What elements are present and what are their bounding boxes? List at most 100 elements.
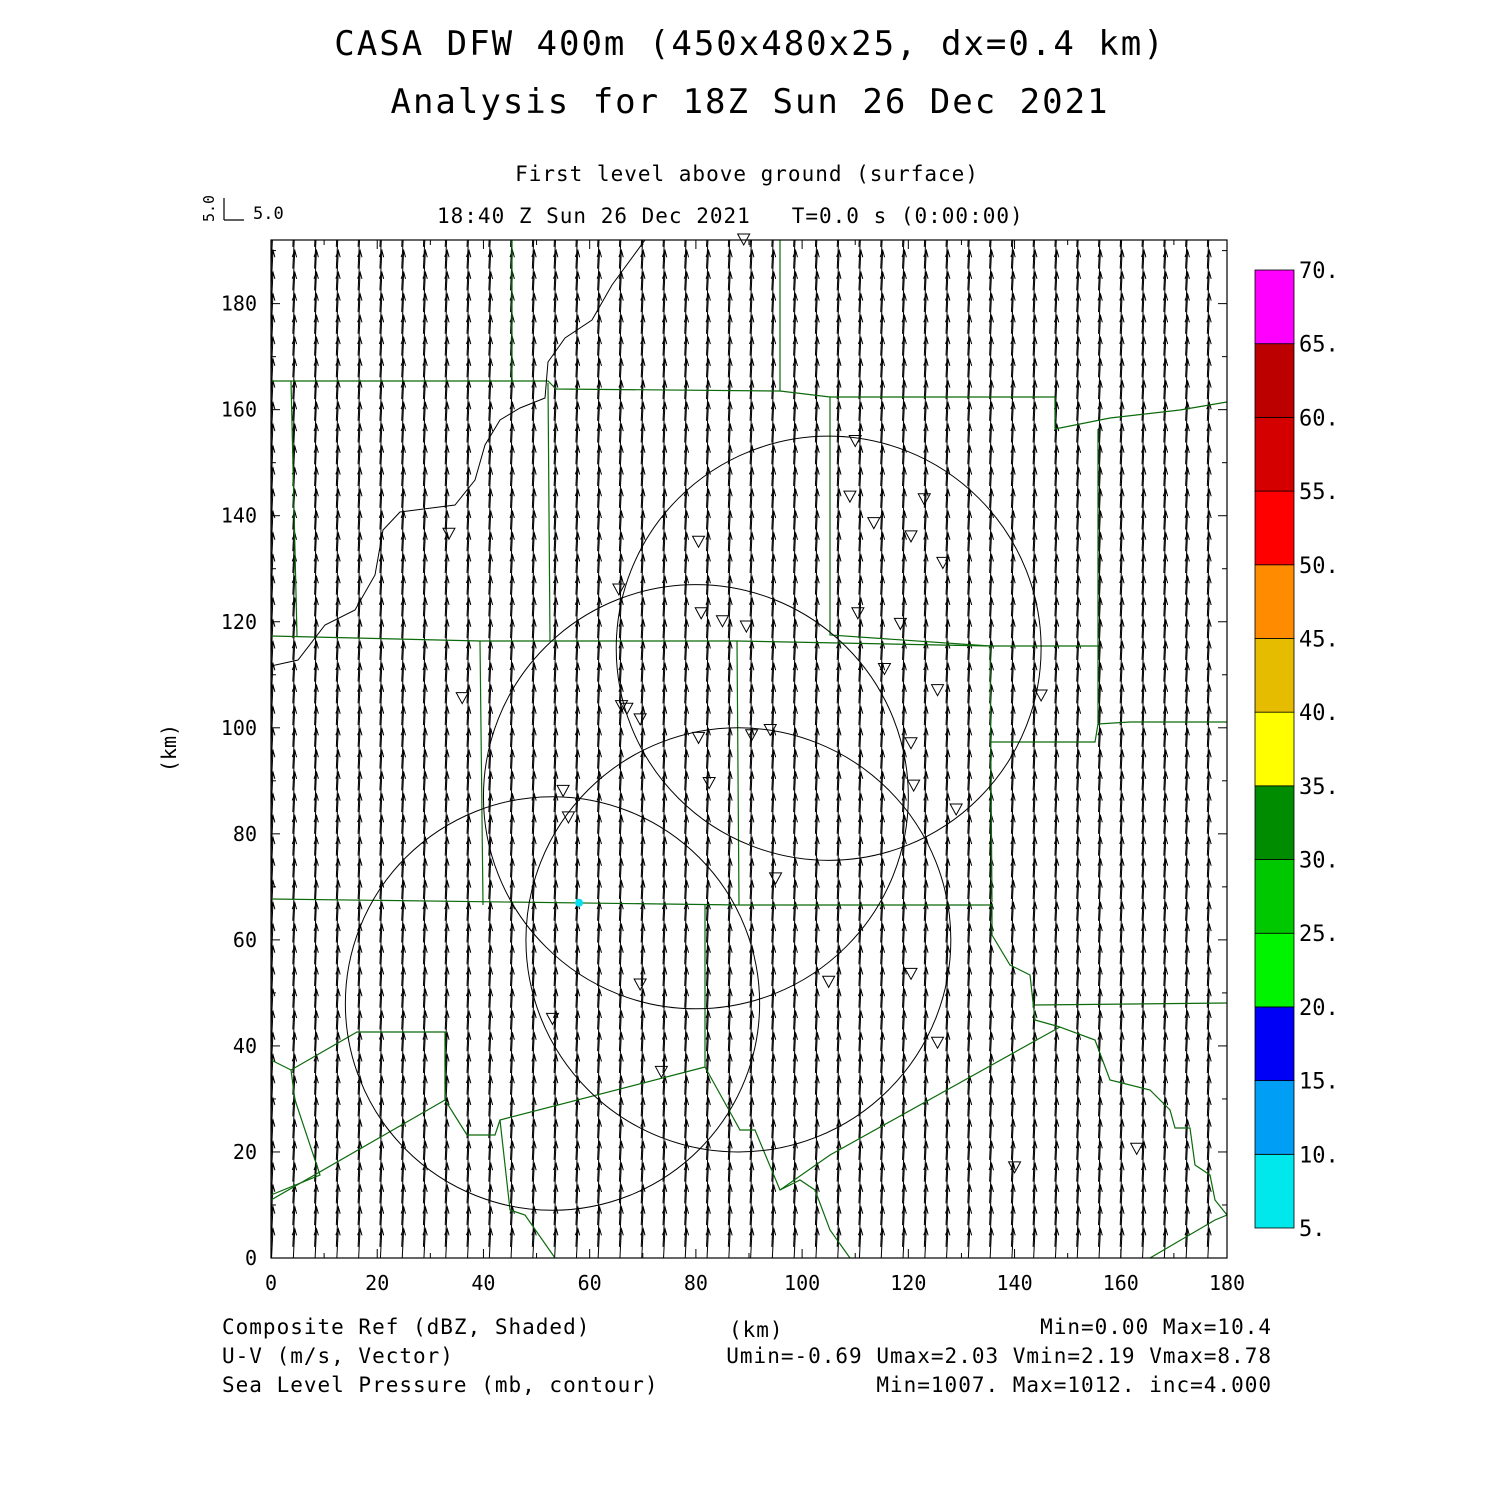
county-line (1054, 397, 1227, 430)
y-tick-label: 60 (233, 928, 257, 952)
y-tick-label: 120 (221, 610, 257, 634)
colorbar-label: 65. (1299, 333, 1339, 358)
colorbar-segment (1254, 638, 1295, 713)
radar-ring (344, 796, 761, 1211)
colorbar-segment (1254, 1006, 1295, 1082)
station-marker (821, 975, 836, 989)
radar-ring (525, 727, 952, 1153)
county-line (704, 1026, 1061, 1191)
county-line (499, 1119, 556, 1258)
footer-contour-range: Min=1007. Max=1012. inc=4.000 (876, 1373, 1272, 1397)
x-tick-label: 80 (684, 1271, 708, 1295)
station-marker (612, 583, 626, 596)
county-line (989, 645, 993, 903)
colorbar-segment (1254, 711, 1295, 787)
station-marker (556, 784, 570, 798)
footer-shading-range: Min=0.00 Max=10.4 (1040, 1315, 1272, 1339)
station-marker (694, 607, 709, 620)
colorbar: 5. 10. 15. 20. 25. 30. 35. 40. 45. 50. 55. 60. 65. 70… (1254, 259, 1339, 1242)
station-marker (893, 617, 908, 631)
station-marker (917, 493, 932, 506)
colorbar-segment (1254, 1153, 1295, 1229)
chart-subtitle: Analysis for 18Z Sun 26 Dec 2021 (390, 82, 1110, 122)
station-marker (702, 776, 717, 790)
y-tick-label: 80 (233, 822, 257, 846)
county-line (479, 640, 484, 906)
station-marker (561, 811, 576, 824)
pressure-contour (271, 240, 646, 667)
county-line (271, 380, 1055, 398)
county-line (271, 898, 992, 906)
colorbar-label: 60. (1299, 406, 1339, 431)
colorbar-label: 45. (1299, 627, 1339, 652)
x-tick-label: 180 (1209, 1271, 1245, 1295)
station-marker (843, 490, 857, 504)
y-tick-label: 140 (221, 504, 257, 528)
colorbar-label: 15. (1299, 1070, 1339, 1095)
colorbar-segment (1254, 932, 1295, 1008)
county-line (1034, 1002, 1227, 1006)
radar-ring (615, 435, 1042, 861)
county-line (990, 723, 1099, 743)
vector-key-u-label: 5.0 (253, 204, 284, 224)
x-tick-label: 60 (578, 1271, 602, 1295)
county-line (547, 382, 551, 642)
station-marker (1007, 1161, 1022, 1174)
colorbar-segment (1254, 785, 1295, 860)
county-line (991, 905, 1061, 1028)
station-marker (866, 517, 881, 530)
valid-time-label: 18:40 Z Sun 26 Dec 2021 T=0.0 s (0:00:00… (437, 204, 1024, 228)
radar-range-rings (344, 435, 1042, 1211)
y-tick-label: 100 (221, 716, 257, 740)
county-line (271, 1069, 321, 1196)
x-tick-label: 120 (890, 1271, 926, 1295)
x-tick-label: 20 (365, 1271, 389, 1295)
county-line (1059, 1026, 1227, 1216)
county-line (779, 1179, 851, 1258)
station-marker (904, 737, 918, 750)
vector-key-v-label: 5.0 (200, 195, 218, 222)
station-markers (442, 233, 1144, 1174)
station-marker (1129, 1142, 1144, 1156)
station-marker (654, 1065, 669, 1079)
footer-shading-label: Composite Ref (dBZ, Shaded) (222, 1315, 591, 1339)
x-tick-label: 0 (265, 1271, 277, 1295)
vector-key: 5.0 5.0 (200, 195, 284, 224)
colorbar-label: 70. (1299, 259, 1339, 284)
colorbar-label: 55. (1299, 480, 1339, 505)
station-marker (904, 967, 918, 981)
station-marker (455, 692, 470, 705)
station-marker (545, 1012, 560, 1026)
station-marker (691, 535, 706, 549)
colorbar-label: 10. (1299, 1143, 1339, 1168)
station-marker (715, 615, 730, 628)
station-marker (633, 978, 647, 991)
chart-title: CASA DFW 400m (450x480x25, dx=0.4 km) (334, 24, 1166, 64)
county-line (829, 397, 991, 647)
colorbar-label: 25. (1299, 922, 1339, 947)
station-marker (851, 607, 865, 620)
county-boundaries (271, 240, 1227, 1258)
colorbar-segment (1254, 416, 1295, 492)
station-marker (633, 713, 647, 726)
colorbar-label: 40. (1299, 701, 1339, 726)
station-marker (904, 530, 918, 543)
x-tick-label: 160 (1103, 1271, 1139, 1295)
colorbar-segment (1254, 564, 1295, 639)
axes: 0 20 40 60 80 100 120 140 160 180 0 20 40 60 80 100 120 1… (221, 240, 1245, 1295)
footer-vector-label: U-V (m/s, Vector) (222, 1344, 454, 1368)
colorbar-label: 35. (1299, 775, 1339, 800)
station-marker (768, 872, 783, 885)
county-line (290, 380, 298, 637)
x-tick-label: 140 (996, 1271, 1032, 1295)
y-tick-label: 0 (245, 1246, 257, 1270)
station-marker (744, 729, 759, 742)
county-line (1097, 429, 1227, 725)
station-marker (877, 662, 892, 676)
footer-contour-label: Sea Level Pressure (mb, contour) (222, 1373, 659, 1397)
station-marker (930, 684, 945, 697)
station-marker (949, 803, 963, 817)
station-marker (739, 620, 754, 634)
colorbar-segment (1254, 859, 1295, 934)
